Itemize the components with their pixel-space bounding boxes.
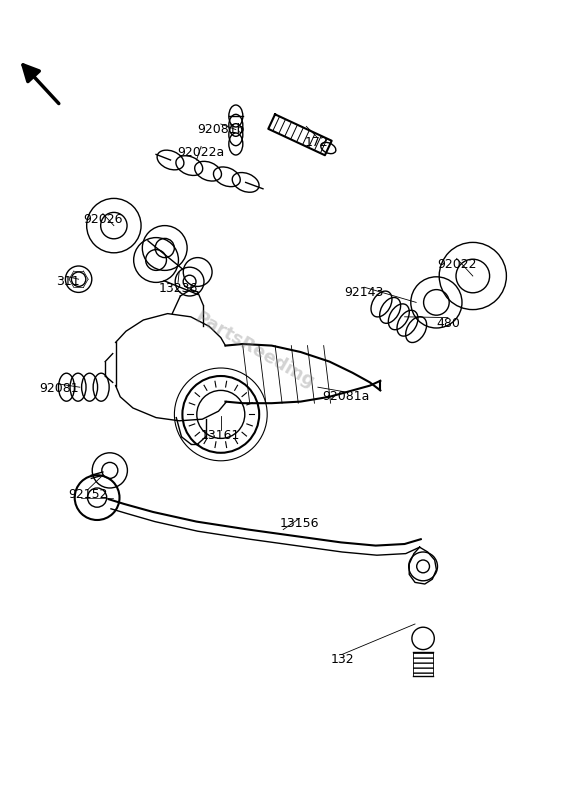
Text: 92081a: 92081a bbox=[322, 390, 369, 403]
Text: 13236: 13236 bbox=[158, 282, 198, 294]
Text: 132: 132 bbox=[331, 653, 354, 666]
Text: 13161: 13161 bbox=[201, 429, 240, 442]
Text: 92081b: 92081b bbox=[197, 123, 244, 136]
Text: 92081: 92081 bbox=[39, 382, 79, 395]
Text: 311: 311 bbox=[57, 275, 80, 288]
Text: 13156: 13156 bbox=[280, 517, 319, 530]
Text: 92022a: 92022a bbox=[177, 146, 225, 158]
Text: 92022: 92022 bbox=[437, 258, 476, 270]
Text: 92143: 92143 bbox=[344, 286, 384, 298]
Text: 480: 480 bbox=[436, 317, 460, 330]
Text: 172: 172 bbox=[305, 136, 329, 149]
Text: 92026: 92026 bbox=[83, 213, 123, 226]
Text: PartsReeding: PartsReeding bbox=[191, 309, 317, 392]
Text: 92152: 92152 bbox=[68, 488, 108, 501]
